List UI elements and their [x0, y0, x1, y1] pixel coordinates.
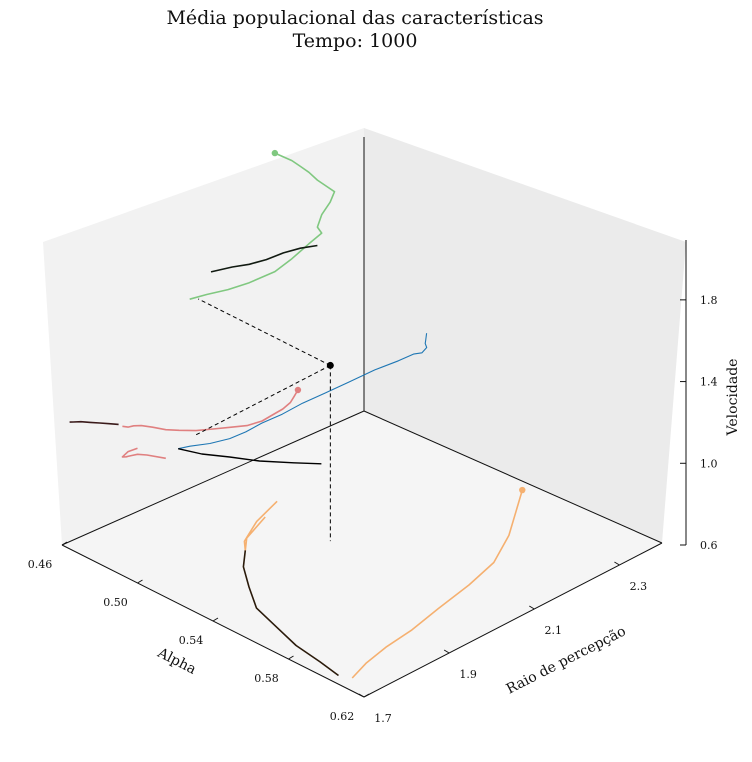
pane-trace-alpha-raio-6 [243, 500, 278, 552]
trajectory-3d-recent [178, 448, 322, 465]
velocidade-tick-label: 0.6 [700, 539, 718, 552]
alpha-tick-mark [137, 579, 143, 584]
pane-trace-alpha-velocidade-2 [69, 420, 119, 426]
raio-tick-label: 1.7 [374, 712, 392, 725]
pane-trace-alpha-raio-5 [351, 489, 524, 679]
raio-axis-label: Raio de percepção [504, 623, 629, 697]
raio-tick-label: 1.9 [459, 668, 477, 681]
left-pane [43, 128, 364, 545]
raio-tick-mark [529, 605, 535, 610]
alpha-axis-label: Alpha [154, 645, 199, 678]
guide-to-raio-velocidade [198, 298, 331, 366]
velocidade-tick-label: 1.4 [700, 376, 718, 389]
velocidade-ticks: 0.6 1.0 1.4 1.8 [680, 294, 718, 552]
trace-start-marker [519, 486, 526, 494]
pane-trace-alpha-velocidade-1 [121, 447, 166, 460]
trace-start-marker [271, 149, 279, 157]
trajectory-3d [178, 333, 428, 450]
pane-trace-alpha-velocidade-0 [122, 389, 299, 432]
velocidade-tick-label: 1.0 [700, 457, 718, 470]
velocidade-axis-label: Velocidade [725, 359, 741, 437]
current-point-marker [326, 361, 334, 369]
alpha-tick-label: 0.54 [179, 634, 204, 647]
velocidade-tick-label: 1.8 [700, 294, 718, 307]
trace-start-marker [294, 386, 302, 394]
alpha-tick-mark [212, 617, 219, 622]
alpha-tick-mark [288, 655, 294, 660]
raio-axis-line [363, 542, 663, 698]
raio-tick-mark [443, 649, 450, 654]
alpha-tick-label: 0.46 [28, 558, 53, 571]
floor-pane [62, 411, 662, 697]
pane-trace-alpha-raio-7 [242, 550, 339, 677]
alpha-tick-mark [363, 693, 370, 698]
alpha-tick-label: 0.58 [254, 672, 279, 685]
pane-trace-raio-velocidade-4 [210, 244, 318, 273]
raio-tick-label: 2.1 [545, 624, 563, 637]
chart-subtitle: Tempo: 1000 [293, 30, 418, 52]
traces-layer [69, 149, 526, 679]
floor-edge-right [363, 410, 663, 544]
floor-edge-left [61, 410, 365, 546]
alpha-tick-label: 0.50 [103, 596, 128, 609]
raio-tick-label: 2.3 [630, 580, 648, 593]
chart-title: Média populacional das características [166, 7, 543, 29]
guides-layer [193, 298, 334, 542]
alpha-tick-label: 0.62 [330, 710, 355, 723]
alpha-ticks: 0.46 0.50 0.54 0.58 0.62 [28, 541, 370, 723]
right-pane [364, 128, 686, 543]
raio-ticks: 1.7 1.9 2.1 2.3 [358, 561, 648, 725]
raio-tick-mark [614, 561, 620, 566]
guide-to-alpha-velocidade [193, 364, 331, 437]
pane-trace-raio-velocidade-3 [189, 152, 336, 300]
alpha-tick-mark [61, 541, 68, 546]
raio-tick-mark [358, 693, 365, 698]
